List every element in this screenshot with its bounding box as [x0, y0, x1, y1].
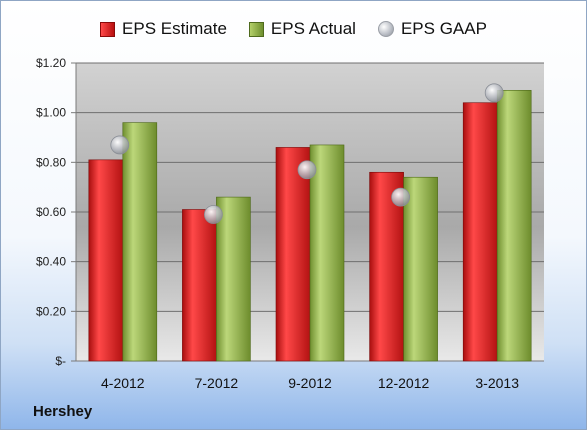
x-tick-label: 4-2012 [101, 375, 145, 391]
legend-label-gaap: EPS GAAP [400, 19, 487, 38]
x-axis-ticks: 4-2012 7-2012 9-2012 12-2012 3-2013 [101, 375, 519, 391]
bar-eps-actual [309, 144, 345, 362]
marker-eps-gaap [297, 160, 317, 180]
y-axis-ticks: $- $0.20 $0.40 $0.60 $0.80 $1.00 $1.20 [36, 56, 66, 368]
bar-eps-actual [403, 176, 438, 362]
legend-item-gaap: EPS GAAP [377, 19, 487, 39]
bar-eps-actual [496, 90, 532, 362]
x-tick-label: 3-2013 [475, 375, 519, 391]
legend-swatch-gaap [377, 21, 394, 37]
marker-eps-gaap [484, 83, 504, 103]
y-tick-label: $- [55, 354, 66, 368]
bar-eps-actual [216, 196, 251, 362]
y-tick-label: $0.40 [36, 255, 66, 269]
marker-eps-gaap [391, 187, 411, 207]
y-tick-label: $0.80 [36, 155, 66, 169]
y-tick-label: $1.00 [36, 106, 66, 120]
legend-item-actual: EPS Actual [248, 19, 356, 39]
y-tick-label: $0.60 [36, 205, 66, 219]
y-tick-label: $1.20 [36, 56, 66, 70]
bar-eps-estimate [275, 147, 311, 362]
marker-eps-gaap [110, 135, 130, 155]
company-name: Hershey [33, 403, 93, 420]
bar-eps-estimate [88, 159, 124, 362]
legend-label-estimate: EPS Estimate [122, 19, 227, 38]
bar-eps-estimate [182, 209, 217, 362]
gaap-markers [110, 83, 504, 224]
bar-eps-estimate [462, 102, 498, 362]
bar-eps-actual [122, 122, 158, 362]
legend: EPS Estimate EPS Actual EPS GAAP [1, 19, 586, 39]
legend-swatch-actual [248, 21, 264, 37]
legend-item-estimate: EPS Estimate [100, 19, 227, 39]
x-tick-label: 12-2012 [378, 375, 430, 391]
y-tick-label: $0.20 [36, 304, 66, 318]
legend-label-actual: EPS Actual [270, 19, 356, 38]
x-tick-label: 9-2012 [288, 375, 332, 391]
legend-swatch-estimate [100, 21, 116, 37]
marker-eps-gaap [203, 205, 223, 224]
x-tick-label: 7-2012 [195, 375, 239, 391]
